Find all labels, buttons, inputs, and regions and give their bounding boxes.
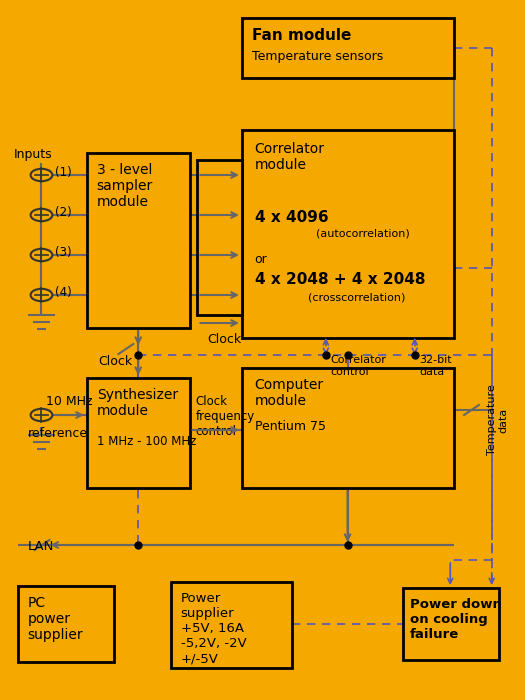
- Text: Clock: Clock: [99, 355, 133, 368]
- Text: (4): (4): [55, 286, 72, 299]
- Text: Power down
on cooling
failure: Power down on cooling failure: [410, 598, 502, 641]
- Bar: [18, 586, 113, 662]
- Text: 1 MHz - 100 MHz: 1 MHz - 100 MHz: [97, 435, 196, 448]
- Text: Temperature sensors: Temperature sensors: [252, 50, 383, 63]
- Text: PC
power
supplier: PC power supplier: [28, 596, 83, 643]
- Text: LAN: LAN: [28, 540, 54, 553]
- Text: Correlator
control: Correlator control: [331, 355, 386, 377]
- Text: Clock: Clock: [207, 333, 242, 346]
- Bar: [171, 582, 292, 668]
- Bar: [242, 368, 454, 488]
- Text: Pentium 75: Pentium 75: [255, 420, 326, 433]
- Text: Computer
module: Computer module: [255, 378, 324, 408]
- Text: 4 x 2048 + 4 x 2048: 4 x 2048 + 4 x 2048: [255, 272, 425, 287]
- Bar: [197, 160, 242, 315]
- Text: or: or: [255, 253, 268, 266]
- Text: Inputs: Inputs: [14, 148, 53, 161]
- Bar: [242, 18, 454, 78]
- Bar: [403, 588, 499, 660]
- Text: (2): (2): [55, 206, 72, 219]
- Text: Fan module: Fan module: [252, 28, 351, 43]
- Bar: [242, 130, 454, 338]
- Text: Synthesizer
module: Synthesizer module: [97, 388, 178, 418]
- Text: Temperature
data: Temperature data: [487, 384, 508, 456]
- Bar: [87, 378, 190, 488]
- Text: (autocorrelation): (autocorrelation): [316, 228, 410, 238]
- Text: (1): (1): [55, 166, 72, 179]
- Text: Clock
frequency
control: Clock frequency control: [195, 395, 255, 438]
- Text: Power
supplier
+5V, 16A
-5,2V, -2V
+/-5V: Power supplier +5V, 16A -5,2V, -2V +/-5V: [181, 592, 246, 665]
- Text: reference: reference: [28, 427, 88, 440]
- Text: 32-bit
data: 32-bit data: [419, 355, 452, 377]
- Text: 10 MHz: 10 MHz: [46, 395, 93, 408]
- Text: (3): (3): [55, 246, 72, 259]
- Text: 4 x 4096: 4 x 4096: [255, 210, 328, 225]
- Bar: [87, 153, 190, 328]
- Text: (crosscorrelation): (crosscorrelation): [308, 293, 405, 303]
- Text: 3 - level
sampler
module: 3 - level sampler module: [97, 163, 153, 209]
- Text: Correlator
module: Correlator module: [255, 142, 325, 172]
